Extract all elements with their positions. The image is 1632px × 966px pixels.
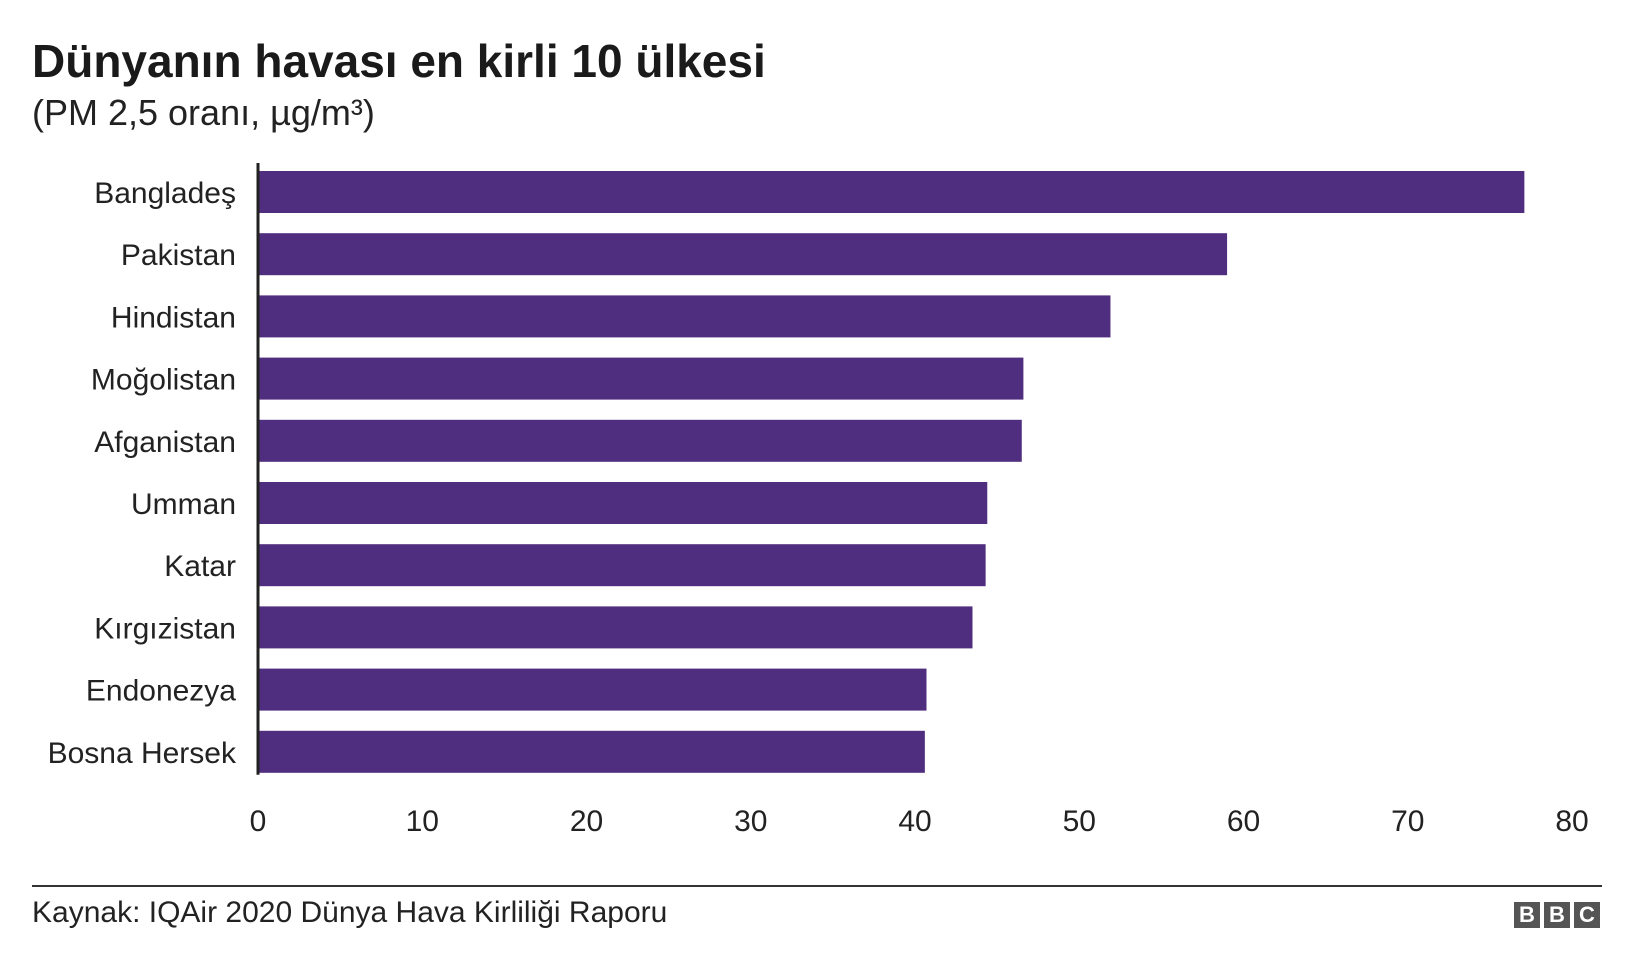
x-tick-label: 70 [1391,805,1424,838]
x-tick-label: 30 [734,805,767,838]
bar [258,171,1525,213]
chart-title: Dünyanın havası en kirli 10 ülkesi [32,35,766,87]
x-tick-label: 40 [898,805,931,838]
bar [258,419,1022,462]
category-label: Pakistan [121,239,236,272]
bar-chart: Bangladeş Pakistan Hindistan Moğolistan Afga… [48,163,1589,838]
category-label: Bosna Hersek [48,737,237,770]
bar [258,357,1024,400]
category-label: Bangladeş [94,177,236,210]
x-tick-label: 50 [1063,805,1096,838]
bbc-logo: B B C [1514,902,1600,928]
category-label: Afganistan [94,426,236,459]
x-tick-label: 60 [1227,805,1260,838]
logo-letter: B [1544,902,1570,928]
category-label: Moğolistan [91,364,236,397]
source-note: Kaynak: IQAir 2020 Dünya Hava Kirliliği … [32,896,668,929]
bar [258,233,1228,276]
category-label: Endonezya [86,675,236,708]
category-label: Umman [131,488,236,521]
logo-letter: C [1574,902,1600,928]
logo-letter: B [1514,902,1540,928]
category-label: Kırgızistan [94,612,236,645]
x-tick-label: 20 [570,805,603,838]
bar [258,668,927,711]
bar [258,606,973,649]
category-label: Katar [164,550,236,583]
x-tick-label: 10 [406,805,439,838]
chart-subtitle: (PM 2,5 oranı, µg/m³) [32,92,375,133]
x-tick-label: 0 [250,805,267,838]
category-label: Hindistan [111,301,236,334]
x-tick-label: 80 [1555,805,1588,838]
footer-divider [32,885,1602,887]
bar [258,730,925,773]
bar [258,544,986,587]
bar [258,482,988,524]
bar [258,295,1111,338]
